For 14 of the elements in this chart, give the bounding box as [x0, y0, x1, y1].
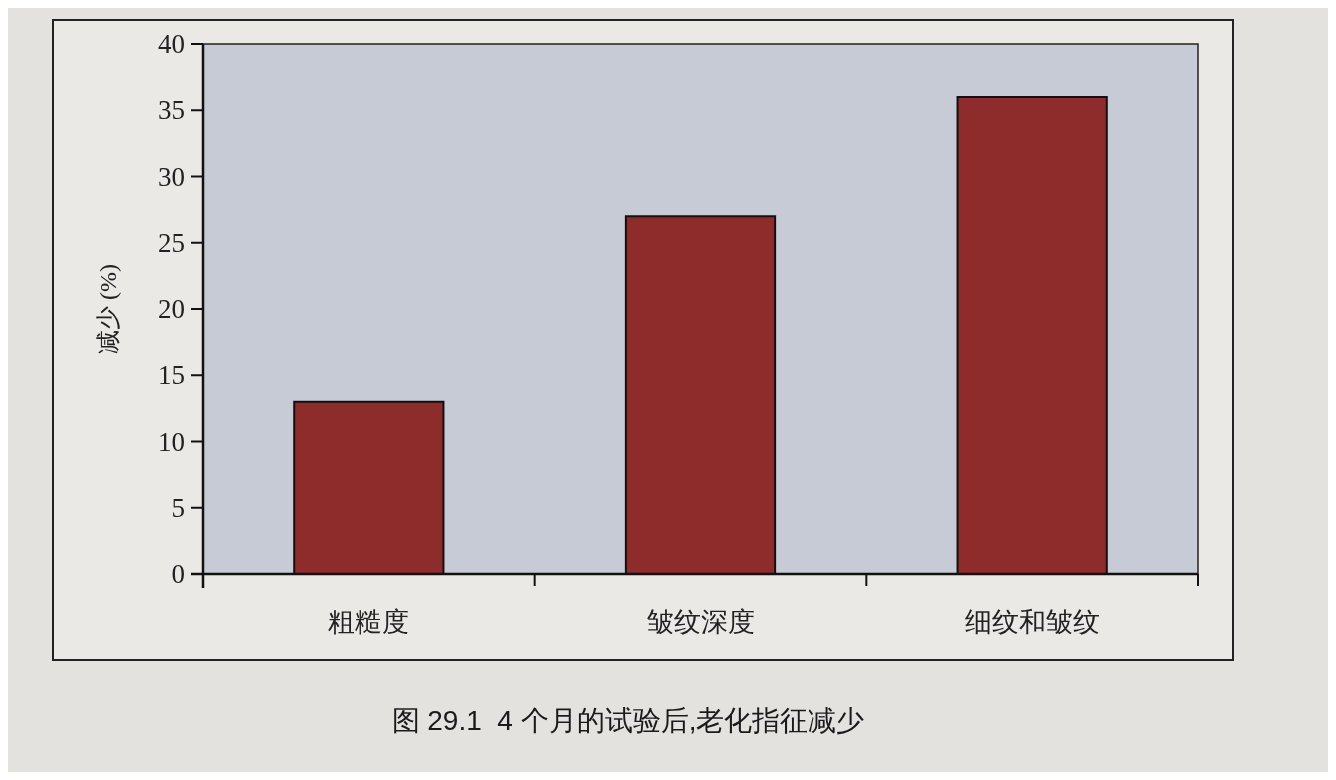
x-tick-label: 粗糙度 — [328, 607, 410, 637]
y-tick-label: 20 — [158, 294, 185, 324]
y-tick-label: 25 — [158, 227, 185, 258]
y-tick-label: 10 — [158, 426, 185, 457]
x-tick-label: 皱纹深度 — [646, 607, 755, 637]
y-tick-label: 15 — [158, 360, 185, 391]
y-tick-label: 40 — [158, 29, 185, 59]
caption: 图 29.1 4 个月的试验后,老化指征减少 — [391, 704, 865, 736]
y-tick-label: 5 — [171, 492, 185, 523]
y-tick-label: 35 — [158, 95, 185, 126]
x-tick-label: 细纹和皱纹 — [964, 607, 1100, 637]
y-tick-label: 30 — [158, 161, 185, 192]
y-tick-label: 0 — [171, 559, 185, 589]
y-axis-title: 减少 (%) — [95, 264, 121, 354]
